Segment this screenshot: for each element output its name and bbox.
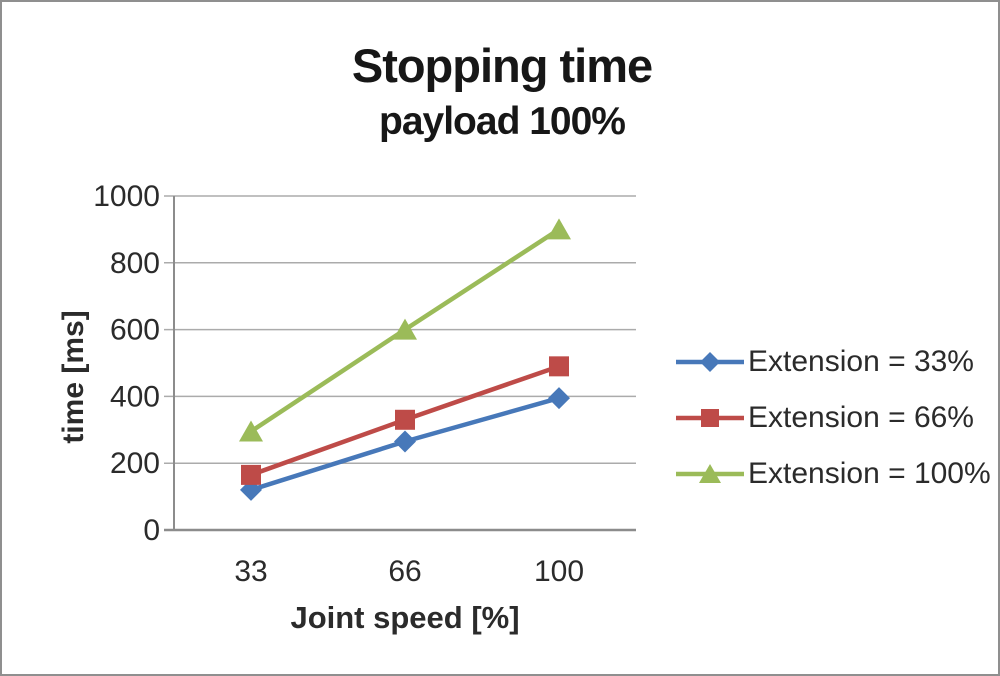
square-marker-icon [549,356,569,377]
legend-label: Extension = 66% [748,401,974,434]
legend-key-triangle-icon [676,464,744,483]
triangle-marker-icon [547,218,571,240]
x-tick-label: 100 [534,555,584,588]
y-tick-label: 0 [143,514,160,547]
chart-title: Stopping time [351,39,653,92]
diamond-marker-icon [394,430,416,453]
legend-item: Extension = 66% [676,390,991,446]
square-marker-icon [701,409,719,427]
y-tick-label: 400 [110,380,160,413]
x-axis-title: Joint speed [%] [290,600,520,635]
legend-item: Extension = 33% [676,334,991,390]
diamond-marker-icon [700,352,720,372]
y-tick-label: 200 [110,447,160,480]
legend-label: Extension = 33% [748,345,974,378]
legend: Extension = 33% Extension = 66% Extension … [676,334,991,502]
square-marker-icon [241,464,261,485]
y-tick-label: 1000 [93,180,160,213]
legend-label: Extension = 100% [748,457,991,490]
x-tick-label: 66 [388,555,421,588]
y-axis-title: time [ms] [57,310,90,444]
triangle-marker-icon [699,464,721,483]
triangle-marker-icon [393,318,417,340]
y-tick-label: 600 [110,314,160,347]
x-tick-label: 33 [234,555,267,588]
chart-subtitle: payload 100% [379,100,626,143]
y-tick-label: 800 [110,247,160,280]
legend-key-diamond-icon [676,352,744,372]
square-marker-icon [395,409,415,430]
legend-item: Extension = 100% [676,446,991,502]
triangle-marker-icon [239,420,263,442]
diamond-marker-icon [548,387,570,410]
legend-key-square-icon [676,409,744,427]
